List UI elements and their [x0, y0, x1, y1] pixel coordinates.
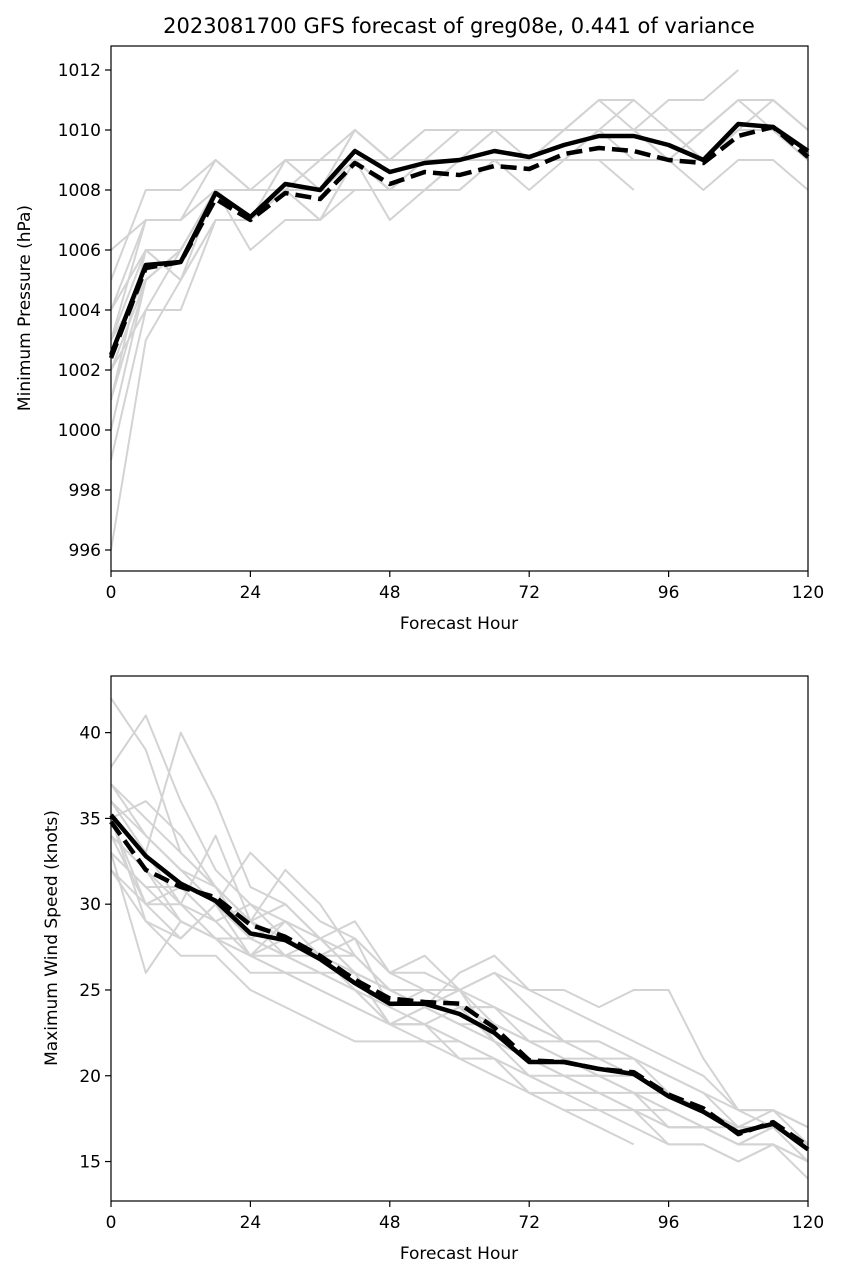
x-tick-label: 72: [518, 583, 540, 603]
x-tick-label: 0: [106, 1213, 117, 1233]
pressure-panel: 2023081700 GFS forecast of greg08e, 0.44…: [15, 14, 824, 634]
x-tick-label: 72: [518, 1213, 540, 1233]
y-tick-label: 998: [69, 481, 101, 501]
wind-y-axis-label: Maximum Wind Speed (knots): [42, 810, 62, 1066]
wind-member-line: [110, 818, 809, 1146]
pressure-y-axis-label: Minimum Pressure (hPa): [15, 205, 35, 411]
wind-solid-mean-line: [109, 813, 810, 1152]
x-tick-label: 120: [792, 1213, 824, 1233]
y-tick-label: 1004: [58, 301, 101, 321]
pressure-member-line: [110, 129, 809, 371]
y-tick-label: 996: [69, 541, 101, 561]
wind-y-ticks: 15 20 25 30 35 40: [79, 724, 111, 1173]
pressure-dashed-mean-line: [108, 124, 810, 359]
wind-member-line: [110, 783, 809, 1146]
y-tick-label: 1000: [58, 421, 101, 441]
y-tick-label: 15: [79, 1153, 101, 1173]
wind-member-line: [110, 869, 809, 1129]
y-tick-label: 1002: [58, 361, 101, 381]
x-tick-label: 24: [240, 583, 262, 603]
wind-member-line: [110, 851, 809, 1146]
wind-mean-lines: [109, 813, 810, 1152]
x-tick-label: 0: [106, 583, 117, 603]
pressure-member-line: [110, 99, 809, 311]
pressure-plot-frame: [110, 45, 809, 572]
wind-member-line: [110, 834, 809, 1129]
wind-member-line: [110, 783, 809, 1146]
y-tick-label: 40: [79, 724, 101, 744]
wind-member-line: [110, 800, 809, 1129]
wind-member-line: [110, 731, 809, 1163]
y-tick-label: 25: [79, 981, 101, 1001]
x-tick-label: 120: [792, 583, 824, 603]
y-tick-label: 30: [79, 895, 101, 915]
pressure-x-ticks: 0 24 48 72 96 120: [106, 571, 824, 603]
pressure-mean-lines: [108, 121, 810, 359]
wind-x-ticks: 0 24 48 72 96 120: [106, 1201, 824, 1233]
pressure-member-line: [110, 99, 635, 341]
wind-plot-frame: [110, 675, 809, 1202]
x-tick-label: 96: [658, 583, 680, 603]
pressure-member-lines: [110, 69, 809, 551]
pressure-member-line: [110, 99, 809, 371]
pressure-member-line: [110, 99, 809, 401]
wind-member-line: [110, 869, 809, 1146]
y-tick-label: 20: [79, 1067, 101, 1087]
x-tick-label: 48: [379, 583, 401, 603]
chart-title: 2023081700 GFS forecast of greg08e, 0.44…: [163, 14, 755, 38]
pressure-y-ticks: 996 998 1000 1002 1004 1006 1008 1010 1012: [58, 61, 111, 561]
wind-member-line: [110, 818, 809, 1163]
pressure-member-line: [110, 129, 809, 401]
y-tick-label: 35: [79, 809, 101, 829]
x-tick-label: 24: [240, 1213, 262, 1233]
wind-x-axis-label: Forecast Hour: [400, 1244, 518, 1264]
y-tick-label: 1010: [58, 121, 101, 141]
pressure-solid-mean-line: [108, 121, 810, 356]
pressure-x-axis-label: Forecast Hour: [400, 614, 518, 634]
pressure-member-line: [110, 129, 634, 461]
x-tick-label: 48: [379, 1213, 401, 1233]
wind-member-line: [110, 851, 809, 1146]
y-tick-label: 1008: [58, 181, 101, 201]
y-tick-label: 1006: [58, 241, 101, 261]
wind-dashed-mean-line: [109, 820, 810, 1148]
wind-member-line: [110, 834, 809, 1163]
x-tick-label: 96: [658, 1213, 680, 1233]
pressure-member-line: [110, 129, 809, 251]
y-tick-label: 1012: [58, 61, 101, 81]
